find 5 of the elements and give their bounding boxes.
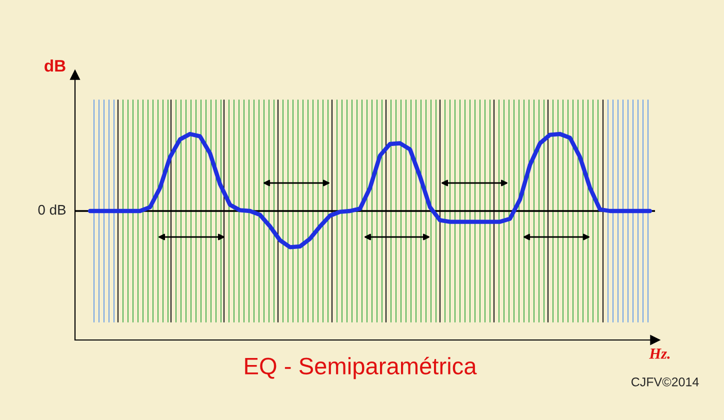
ref-line-label: 0 dB [38, 204, 66, 215]
text: EQ - Semiparamétrica [245, 356, 477, 380]
y-axis-title: dB [44, 59, 66, 72]
text: CJFV©2014 [632, 378, 699, 386]
text: Hz. [649, 348, 670, 359]
